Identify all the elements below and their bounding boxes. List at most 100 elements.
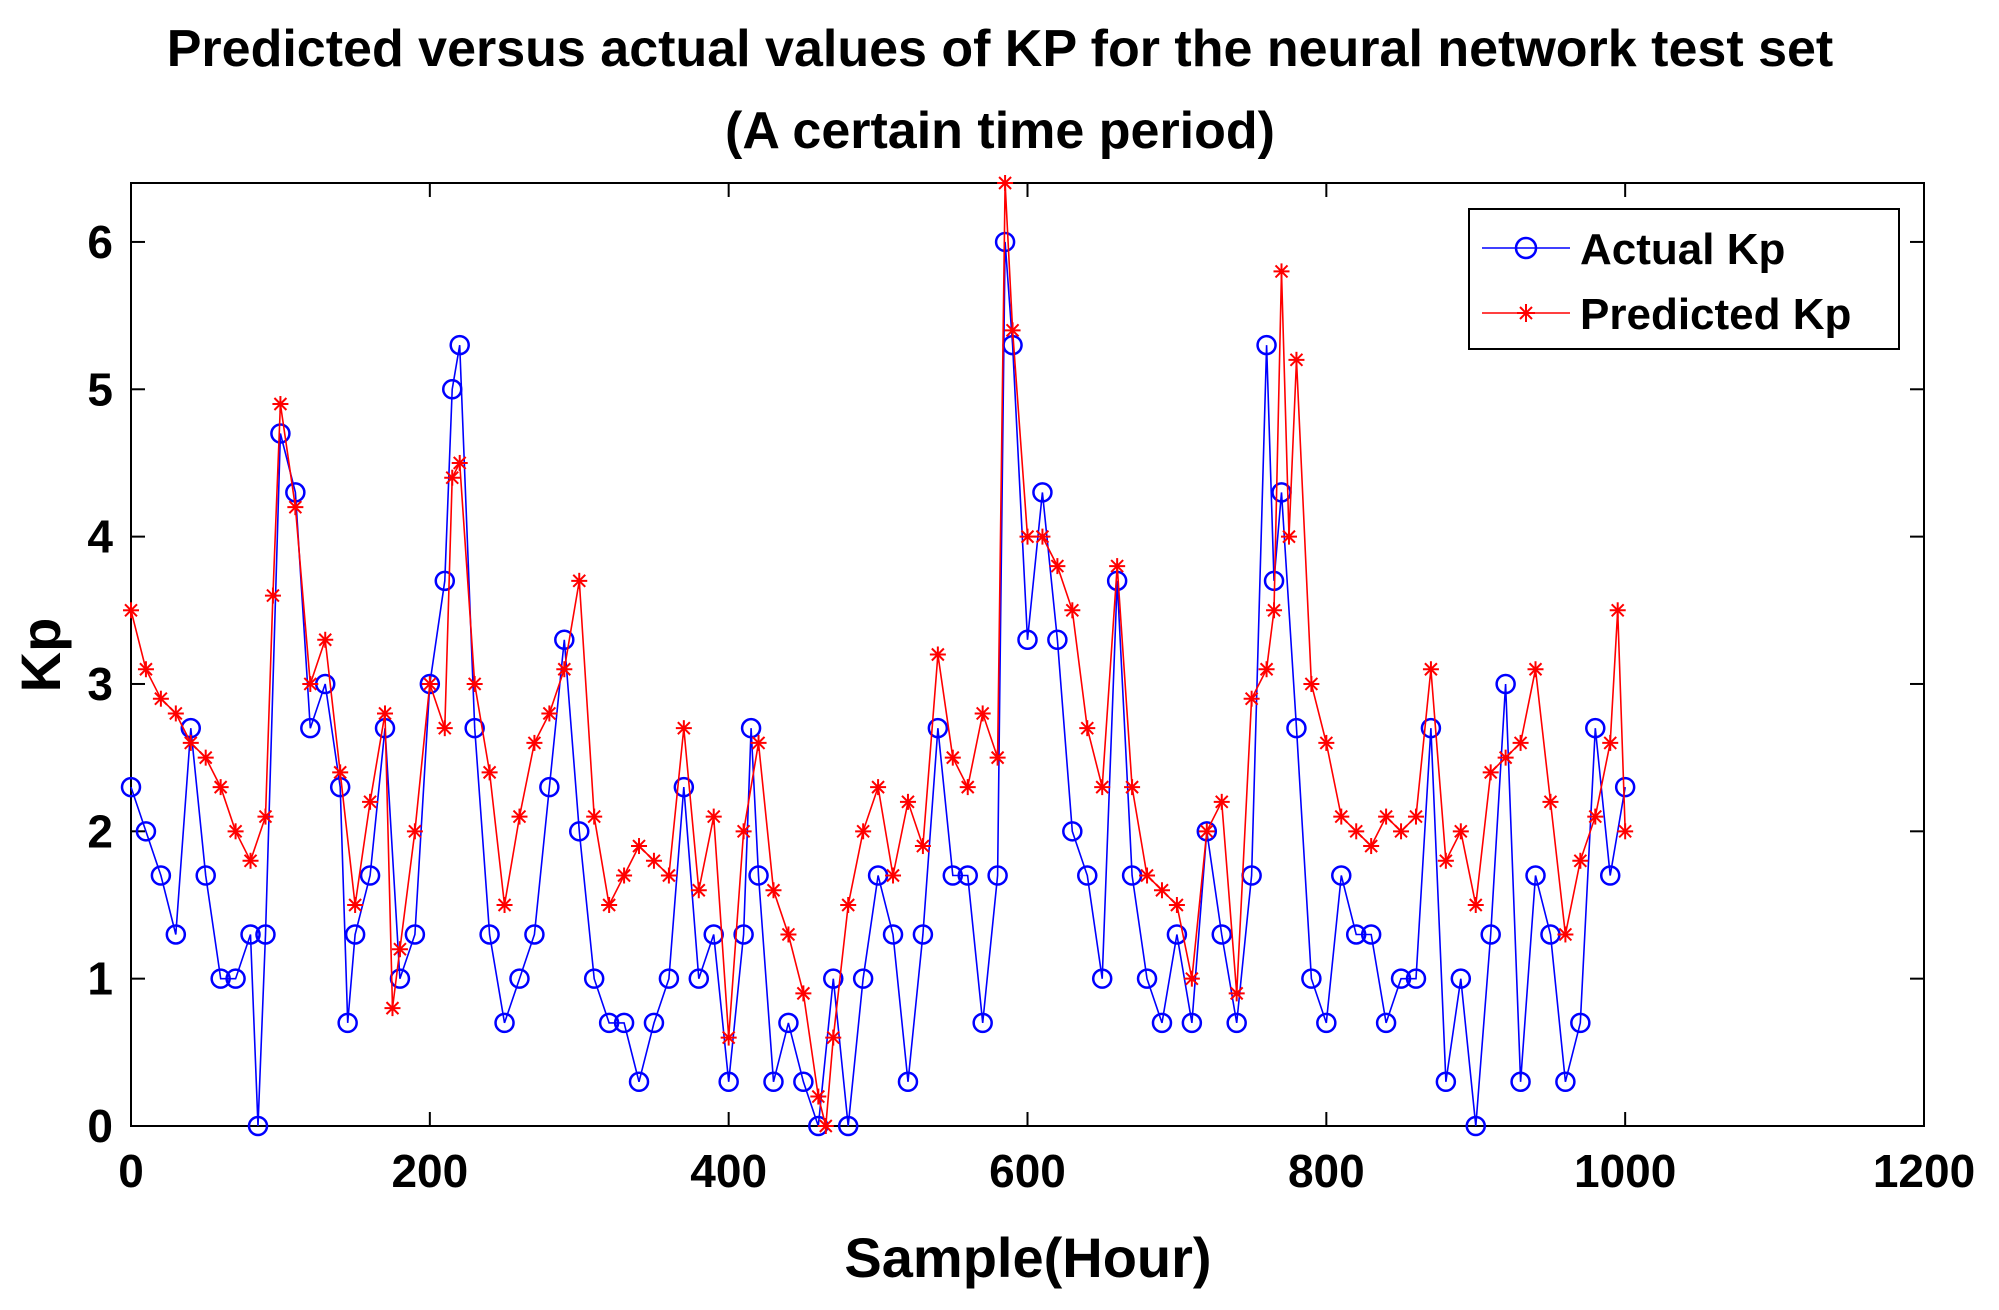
actual-kp-point xyxy=(793,1071,814,1093)
actual-kp-point xyxy=(1390,968,1412,989)
x-tick-label: 1000 xyxy=(1574,1145,1676,1197)
predicted-kp-point xyxy=(1602,734,1619,751)
actual-kp-point xyxy=(1555,1071,1576,1093)
actual-kp-point xyxy=(912,924,934,945)
actual-kp-point xyxy=(583,968,605,989)
predicted-kp-point xyxy=(541,705,558,722)
actual-kp-point xyxy=(763,1071,784,1093)
actual-kp-point xyxy=(1047,629,1068,651)
predicted-kp-point xyxy=(197,749,214,766)
predicted-kp-point xyxy=(1139,867,1156,884)
predicted-kp-point xyxy=(675,720,692,737)
actual-kp-point xyxy=(1316,1012,1337,1034)
predicted-kp-point xyxy=(1079,720,1096,737)
actual-kp-point xyxy=(628,1071,650,1093)
actual-kp-point xyxy=(1331,865,1352,886)
actual-kp-point xyxy=(300,717,321,739)
actual-kp-point xyxy=(494,1012,515,1034)
actual-kp-point xyxy=(882,924,904,945)
actual-kp-point xyxy=(1450,968,1472,989)
predicted-kp-point xyxy=(182,734,199,751)
actual-kp-point xyxy=(1077,865,1098,886)
predicted-kp-point xyxy=(466,675,483,692)
actual-kp-point xyxy=(419,673,441,695)
predicted-kp-point xyxy=(384,1000,401,1017)
y-tick-label: 5 xyxy=(87,363,113,415)
predicted-kp-point xyxy=(750,734,767,751)
actual-kp-point xyxy=(434,570,456,592)
x-tick-label: 600 xyxy=(989,1145,1066,1197)
actual-kp-point xyxy=(778,1012,799,1034)
actual-kp-point xyxy=(1196,821,1218,842)
predicted-kp-point xyxy=(1437,852,1454,869)
actual-kp-point xyxy=(464,717,485,739)
actual-kp-point xyxy=(927,717,949,739)
predicted-kp-point xyxy=(586,808,603,825)
actual-kp-point xyxy=(1435,1071,1457,1093)
predicted-kp-point xyxy=(1452,823,1469,840)
predicted-kp-point xyxy=(989,749,1006,766)
predicted-kp-point xyxy=(1407,808,1424,825)
predicted-kp-point xyxy=(1049,558,1066,575)
predicted-kp-point xyxy=(451,454,468,471)
predicted-kp-point xyxy=(1512,734,1529,751)
y-tick-label: 2 xyxy=(87,805,113,857)
actual-kp-point xyxy=(1136,968,1158,989)
actual-kp-point xyxy=(344,924,366,945)
predicted-kp-point xyxy=(1228,985,1245,1002)
chart-title-line-2: (A certain time period) xyxy=(725,102,1275,160)
predicted-kp-point xyxy=(959,779,976,796)
y-tick-label: 4 xyxy=(87,511,113,563)
predicted-kp-point xyxy=(870,779,887,796)
predicted-kp-point xyxy=(885,867,902,884)
predicted-kp-point xyxy=(152,690,169,707)
predicted-kp-point xyxy=(123,602,139,619)
predicted-kp-point xyxy=(944,749,961,766)
predicted-kp-point xyxy=(1557,926,1574,943)
legend-actual-label: Actual Kp xyxy=(1580,225,1785,274)
actual-kp-point xyxy=(1360,924,1382,945)
series-predicted-kp xyxy=(123,175,1634,1134)
predicted-kp-point xyxy=(571,572,588,589)
predicted-kp-point xyxy=(1168,896,1185,913)
predicted-kp-point xyxy=(1109,558,1126,575)
predicted-kp-point xyxy=(317,631,334,648)
predicted-kp-point xyxy=(720,1029,737,1046)
actual-kp-point xyxy=(150,865,172,886)
actual-kp-point xyxy=(1256,334,1277,356)
predicted-kp-point xyxy=(855,823,872,840)
actual-kp-point xyxy=(1405,968,1427,989)
predicted-kp-point xyxy=(690,882,707,899)
predicted-kp-point xyxy=(705,808,722,825)
actual-kp-point xyxy=(598,1012,620,1034)
actual-kp-point xyxy=(1525,865,1546,886)
x-tick-label: 200 xyxy=(391,1145,468,1197)
predicted-kp-point xyxy=(272,396,289,413)
actual-kp-point xyxy=(509,968,530,989)
actual-kp-point xyxy=(554,629,575,651)
predicted-kp-point xyxy=(631,838,648,855)
actual-kp-point xyxy=(972,1012,993,1034)
predicted-kp-point xyxy=(1198,823,1215,840)
predicted-kp-point xyxy=(616,867,633,884)
actual-kp-point xyxy=(837,1115,859,1137)
predicted-kp-point xyxy=(1094,779,1111,796)
actual-kp-point xyxy=(703,924,724,945)
predicted-kp-point xyxy=(1124,779,1141,796)
actual-kp-point xyxy=(1032,482,1053,503)
predicted-kp-point xyxy=(1034,528,1051,545)
actual-kp-point xyxy=(449,334,470,356)
predicted-kp-point xyxy=(212,779,229,796)
predicted-kp-point xyxy=(1467,896,1484,913)
predicted-kp-point xyxy=(1288,351,1305,368)
predicted-kp-point xyxy=(1258,661,1275,678)
predicted-kp-point xyxy=(556,661,573,678)
actual-kp-point xyxy=(1420,717,1442,739)
actual-kp-point xyxy=(613,1012,635,1034)
predicted-kp-point xyxy=(914,838,931,855)
actual-kp-point xyxy=(852,968,874,989)
y-tick-label: 0 xyxy=(87,1100,113,1152)
actual-kp-point xyxy=(673,776,695,798)
predicted-kp-point xyxy=(1266,602,1283,619)
actual-kp-point xyxy=(441,379,463,400)
